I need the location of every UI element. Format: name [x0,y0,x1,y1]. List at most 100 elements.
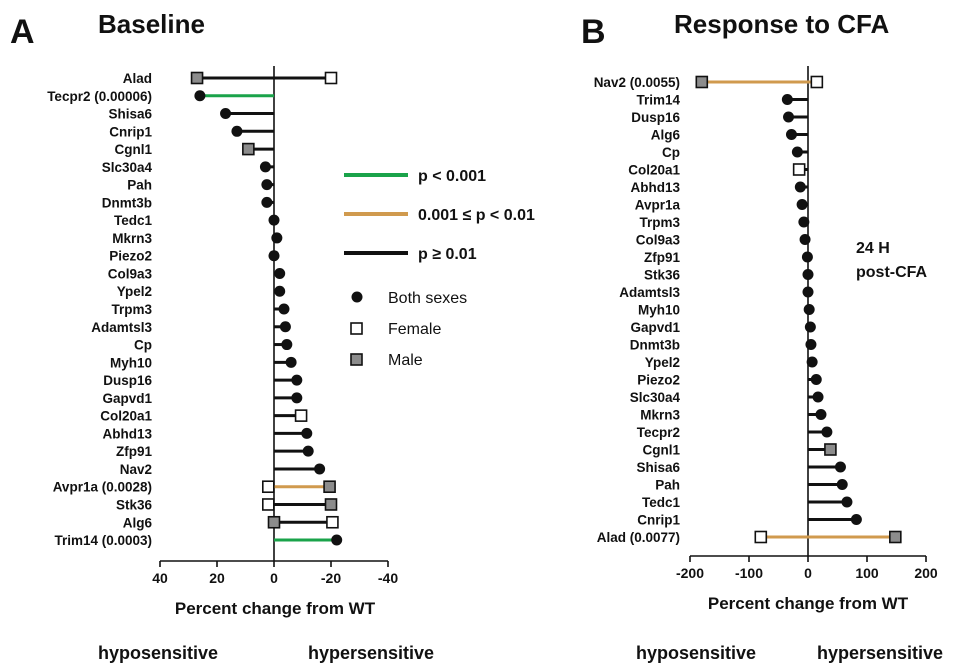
panel-a-gene-label: Myh10 [110,355,152,370]
legend-label-p-lt-0001: p < 0.001 [418,168,486,185]
panel-a-gene-label: Ypel2 [117,284,152,299]
panel-b-gene-label: Myh10 [638,303,680,318]
panel-b-both-sexes-point [805,339,817,350]
panel-a-x-tick-label: 0 [270,570,278,586]
panel-a-female-point [294,409,308,422]
panel-a-gene-label: Trpm3 [111,302,152,317]
legend-male-marker [350,353,363,366]
legend: p < 0.001 0.001 ≤ p < 0.01 p ≥ 0.01 Both… [344,168,535,369]
panel-b-gene-label: Trim14 [636,93,680,108]
panel-a-gene-label: Piezo2 [109,249,152,264]
panel-b-gene-label: Cgnl1 [642,443,680,458]
panel-a-x-axis-label: Percent change from WT [175,599,376,618]
panel-a-gene-label: Trim14 (0.0003) [54,533,152,548]
panel-b-letter: B [581,13,606,51]
panel-b-gene-label: Dusp16 [631,110,680,125]
panel-a-x-tick-label: 20 [209,570,225,586]
panel-a-gene-label: Dnmt3b [102,195,152,210]
panel-a-male-point [323,480,336,494]
panel-b-both-sexes-point [815,409,827,420]
panel-a-both-sexes-point [291,374,303,386]
panel-b-both-sexes-point [802,286,814,298]
panel-b-annotation-post-cfa: post-CFA [856,264,928,281]
panel-a-gene-label: Mkrn3 [112,231,152,246]
panel-b-gene-label: Col9a3 [636,233,681,248]
panel-a-both-sexes-point [291,392,303,404]
panel-b-both-sexes-point [821,426,833,438]
panel-a-gene-label: Abhd13 [102,426,152,441]
panel-b-gene-label: Zfp91 [644,250,680,265]
panel-a-both-sexes-point [279,321,291,333]
panel-b-title: Response to CFA [674,9,889,39]
panel-a-both-sexes-point [261,196,273,208]
panel-b-both-sexes-point [796,199,808,210]
panel-a-hyposensitive-label: hyposensitive [98,643,218,663]
panel-b-both-sexes-point [785,129,797,140]
panel-a-plot: 40 20 0 -20 -40 Alad Tecpr2 (0.00006) Shisa6 Cnr… [47,66,398,586]
panel-b-gene-label: Alg6 [651,128,681,143]
panel-a-gene-label: Slc30a4 [102,160,153,175]
panel-a-gene-label: Nav2 [120,462,152,477]
panel-b-female-point [754,530,768,544]
panel-a-male-point [190,71,204,85]
panel-b-both-sexes-point [836,479,848,490]
panel-b-x-tick-label: 100 [855,565,879,581]
panel-b-gene-label: Col20a1 [628,163,680,178]
panel-a-both-sexes-point [259,161,271,173]
panel-b-both-sexes-point [799,234,811,245]
panel-a-both-sexes-point [274,285,286,297]
panel-a-both-sexes-point [194,90,206,102]
panel-b-both-sexes-point [801,251,813,263]
panel-a-both-sexes-point [278,303,290,315]
panel-b-gene-label: Nav2 (0.0055) [594,75,680,90]
legend-female-marker [350,322,363,335]
legend-label-p-ge-001: p ≥ 0.01 [418,246,477,263]
panel-a-both-sexes-point [261,179,273,191]
panel-a-female-point [324,71,338,85]
panel-a-gene-label: Tedc1 [114,213,153,228]
panel-a-male-point [242,142,255,156]
panel-b-male-point [824,443,837,456]
panel-a-gene-label: Adamtsl3 [91,320,152,335]
panel-b-male-point [889,530,902,544]
panel-b-gene-label: Avpr1a [635,198,681,213]
panel-a-both-sexes-point [281,339,293,351]
panel-b-gene-label: Piezo2 [637,373,680,388]
legend-female-label: Female [388,321,441,338]
panel-a-gene-label: Dusp16 [103,373,152,388]
panel-b-gene-label: Shisa6 [636,460,680,475]
panel-b-x-tick-label: 200 [914,565,938,581]
panel-a-gene-label: Avpr1a (0.0028) [53,480,152,495]
panel-a-gene-label: Gapvd1 [102,391,152,406]
panel-a-both-sexes-point [271,232,283,244]
panel-b-gene-label: Mkrn3 [640,408,680,423]
panel-a-gene-label: Zfp91 [116,444,152,459]
panel-b-gene-label: Slc30a4 [630,390,681,405]
panel-a-gene-label: Stk36 [116,497,153,512]
panel-b-gene-label: Cnrip1 [637,513,680,528]
panel-a-gene-label: Cnrip1 [109,124,152,139]
panel-b-gene-label: Dnmt3b [630,338,680,353]
panel-b-male-point [695,75,709,89]
panel-a-female-point [261,498,275,511]
panel-b-gene-label: Trpm3 [639,215,680,230]
panel-b-both-sexes-point [798,216,810,228]
panel-b-both-sexes-point [794,181,806,193]
panel-a-both-sexes-point [302,445,314,457]
panel-b-x-tick-label: 0 [804,565,812,581]
panel-a-both-sexes-point [274,267,286,279]
panel-b-both-sexes-point [783,111,795,123]
panel-a-x-tick-label: -40 [378,570,398,586]
panel-a-gene-label: Shisa6 [108,107,152,122]
panel-b-female-point [810,75,824,89]
panel-b-both-sexes-point [834,461,846,473]
panel-b-gene-label: Pah [655,478,680,493]
panel-a-x-tick-label: -20 [321,570,341,586]
panel-b-x-tick-label: -200 [676,565,704,581]
panel-b-both-sexes-point [806,356,818,368]
panel-b-hyposensitive-label: hyposensitive [636,643,756,663]
panel-b-both-sexes-point [791,146,803,158]
panel-b-both-sexes-point [804,321,816,333]
legend-label-p-001-01: 0.001 ≤ p < 0.01 [418,207,535,224]
